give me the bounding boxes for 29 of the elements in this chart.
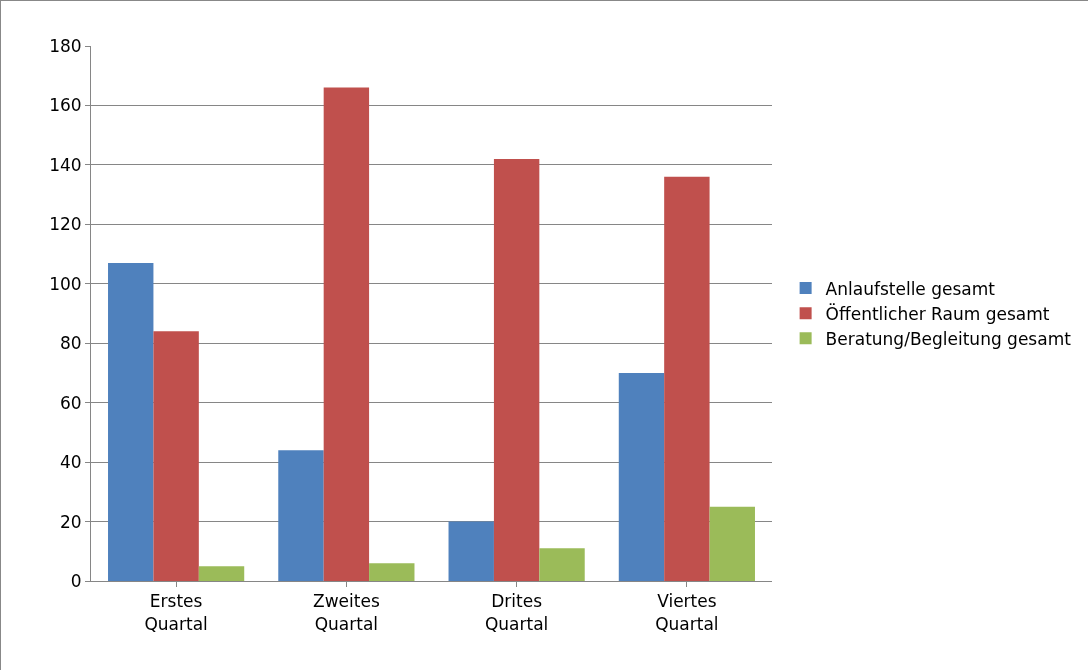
y-tick-label: 40 — [59, 452, 82, 473]
y-tick-label: 20 — [59, 511, 82, 532]
y-tick-label: 80 — [59, 333, 82, 354]
bar — [493, 158, 540, 581]
y-tick-label: 0 — [70, 570, 82, 591]
y-tick-label: 180 — [49, 35, 82, 56]
legend-label: Anlaufstelle gesamt — [825, 278, 996, 299]
bar — [108, 262, 154, 581]
bar — [618, 372, 665, 581]
bar — [448, 521, 494, 581]
bar — [664, 176, 710, 581]
bar — [369, 563, 415, 581]
y-tick-label: 100 — [49, 273, 82, 294]
x-tick-label: Viertes Quartal — [655, 591, 719, 634]
bar — [278, 450, 324, 581]
y-tick-label: 60 — [59, 392, 82, 413]
x-tick-label: Erstes Quartal — [144, 591, 208, 634]
bar — [539, 548, 585, 581]
y-tick-label: 140 — [49, 154, 82, 175]
bar — [153, 331, 199, 581]
x-tick-label: Drites Quartal — [484, 591, 549, 634]
legend-label: Öffentlicher Raum gesamt — [825, 302, 1050, 324]
bar — [323, 87, 370, 581]
x-tick-label: Zweites Quartal — [313, 591, 380, 634]
y-tick-label: 120 — [49, 214, 82, 235]
bar — [198, 566, 245, 581]
y-tick-label: 160 — [49, 95, 82, 116]
bar — [709, 506, 755, 581]
legend-label: Beratung/Begleitung gesamt — [825, 328, 1072, 349]
